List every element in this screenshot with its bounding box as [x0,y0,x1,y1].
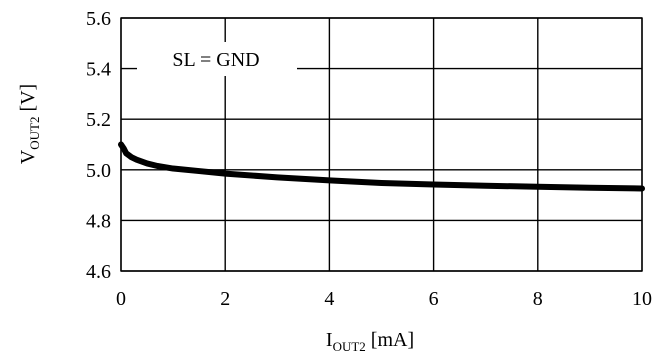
y-tick-label: 5.2 [86,109,111,131]
y-tick-label: 5.4 [86,59,111,81]
annotation-label: SL = GND [172,49,259,71]
x-axis-label: IOUT2 [mA] [326,329,414,354]
series-line [118,141,645,192]
annotation-box [137,42,297,76]
x-tick-label: 0 [116,288,126,310]
y-tick-label: 5.0 [86,160,111,182]
y-tick-label: 4.8 [86,210,111,232]
y-tick-label: 5.6 [86,8,111,30]
tick-labels: 0 2 4 6 8 10 4.6 4.8 5.0 5.2 5.4 5.6 [86,8,652,310]
x-tick-label: 8 [533,288,543,310]
series-layer [118,141,645,192]
x-tick-label: 4 [324,288,334,310]
y-axis-label: VOUT2 [V] [17,84,42,164]
annotation-group: SL = GND [137,42,297,76]
x-axis-label-main: I [326,329,333,351]
y-axis-label-sub: OUT2 [27,117,42,150]
y-axis-label-main: V [17,149,39,164]
x-axis-label-sub: OUT2 [333,339,366,354]
y-tick-label: 4.6 [86,261,111,283]
x-tick-label: 10 [632,288,652,310]
x-tick-label: 6 [429,288,439,310]
x-tick-label: 2 [220,288,230,310]
y-axis-label-unit: [V] [17,84,39,117]
x-axis-label-unit: [mA] [366,329,414,351]
